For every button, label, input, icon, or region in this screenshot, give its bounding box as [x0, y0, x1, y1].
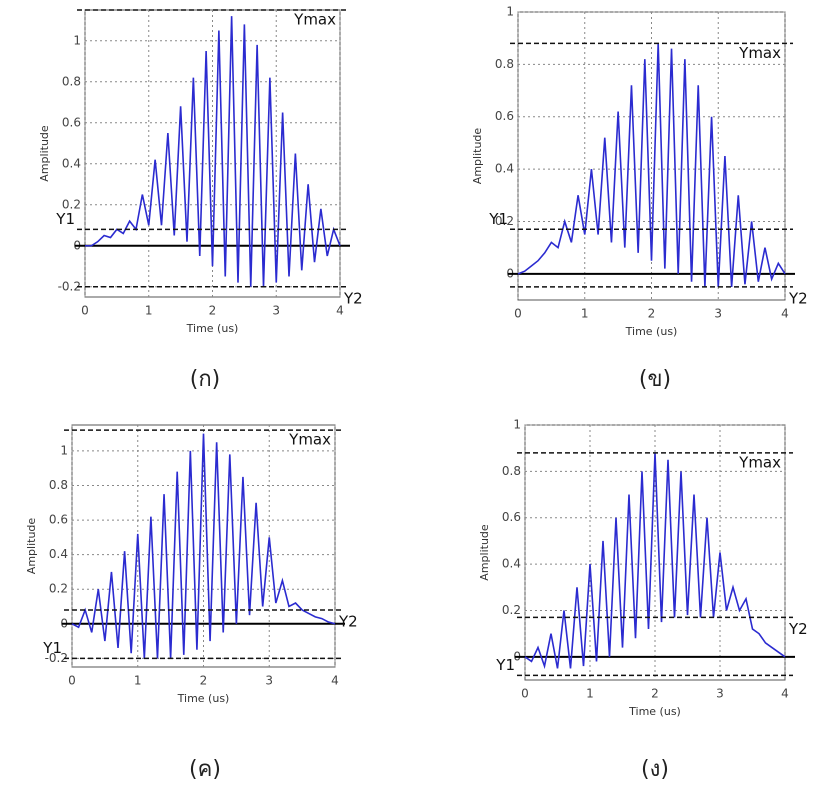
reference-label: Ymax [293, 11, 336, 29]
caption: (ค) [189, 757, 221, 782]
y-tick-label: 0.8 [502, 464, 521, 478]
caption: (ข) [639, 367, 671, 392]
y-axis-label: Amplitude [471, 128, 484, 185]
y-tick-label: 0.6 [62, 115, 81, 129]
y-axis-label: Amplitude [478, 524, 491, 581]
reference-label: Y1 [495, 656, 515, 674]
x-tick-label: 2 [648, 307, 656, 321]
caption: (ก) [190, 367, 221, 392]
y-tick-label: 0.2 [49, 582, 68, 596]
y-tick-label: 0.2 [502, 603, 521, 617]
x-tick-label: 1 [145, 304, 153, 318]
x-tick-label: 3 [272, 304, 280, 318]
y-tick-label: 1 [513, 418, 521, 432]
x-tick-label: 0 [514, 307, 522, 321]
caption: (ง) [641, 757, 669, 782]
reference-label: Y2 [338, 612, 358, 630]
x-tick-label: 0 [81, 304, 89, 318]
x-tick-label: 2 [651, 687, 659, 701]
y-tick-label: 1 [60, 443, 68, 457]
y-tick-label: 0.8 [495, 57, 514, 71]
x-tick-label: 4 [781, 687, 789, 701]
y-tick-label: 0.4 [62, 156, 81, 170]
x-tick-label: 4 [781, 307, 789, 321]
y-tick-label: 0.8 [49, 478, 68, 492]
reference-label: Ymax [738, 453, 781, 471]
x-tick-label: 2 [209, 304, 217, 318]
reference-label: Y2 [343, 289, 363, 307]
y-tick-label: 1 [506, 5, 514, 19]
reference-label: Ymax [738, 44, 781, 62]
reference-label: Y1 [488, 210, 508, 228]
y-tick-label: 0.2 [62, 197, 81, 211]
y-axis-label: Amplitude [25, 518, 38, 575]
x-tick-label: 4 [331, 674, 339, 688]
x-tick-label: 1 [581, 307, 589, 321]
reference-label: Y1 [42, 639, 62, 657]
signal-line [71, 433, 336, 659]
reference-label: Ymax [288, 431, 331, 449]
x-tick-label: 1 [134, 674, 142, 688]
y-tick-label: 1 [73, 33, 81, 47]
x-axis-label: Time (us) [177, 692, 230, 705]
x-axis-label: Time (us) [628, 705, 681, 718]
x-axis-label: Time (us) [625, 325, 678, 338]
y-tick-label: 0.4 [502, 557, 521, 571]
y-tick-label: 0.4 [495, 162, 514, 176]
x-tick-label: 0 [68, 674, 76, 688]
signal-line [85, 16, 341, 287]
x-axis-label: Time (us) [186, 322, 239, 335]
y-tick-label: 0.6 [495, 109, 514, 123]
y-tick-label: 0.4 [49, 547, 68, 561]
x-tick-label: 2 [200, 674, 208, 688]
x-tick-label: 3 [714, 307, 722, 321]
y-tick-label: -0.2 [45, 651, 68, 665]
y-tick-label: 0.6 [49, 513, 68, 527]
x-tick-label: 0 [521, 687, 529, 701]
signal-line [517, 43, 786, 287]
reference-label: Y2 [788, 289, 808, 307]
y-tick-label: 0.8 [62, 74, 81, 88]
y-axis-label: Amplitude [38, 125, 51, 182]
x-tick-label: 3 [716, 687, 724, 701]
x-tick-label: 3 [265, 674, 273, 688]
y-tick-label: 0.6 [502, 510, 521, 524]
y-tick-label: 0.2 [495, 214, 514, 228]
x-tick-label: 1 [586, 687, 594, 701]
x-tick-label: 4 [336, 304, 344, 318]
reference-label: Y1 [55, 210, 75, 228]
reference-label: Y2 [788, 620, 808, 638]
y-tick-label: -0.2 [58, 279, 81, 293]
